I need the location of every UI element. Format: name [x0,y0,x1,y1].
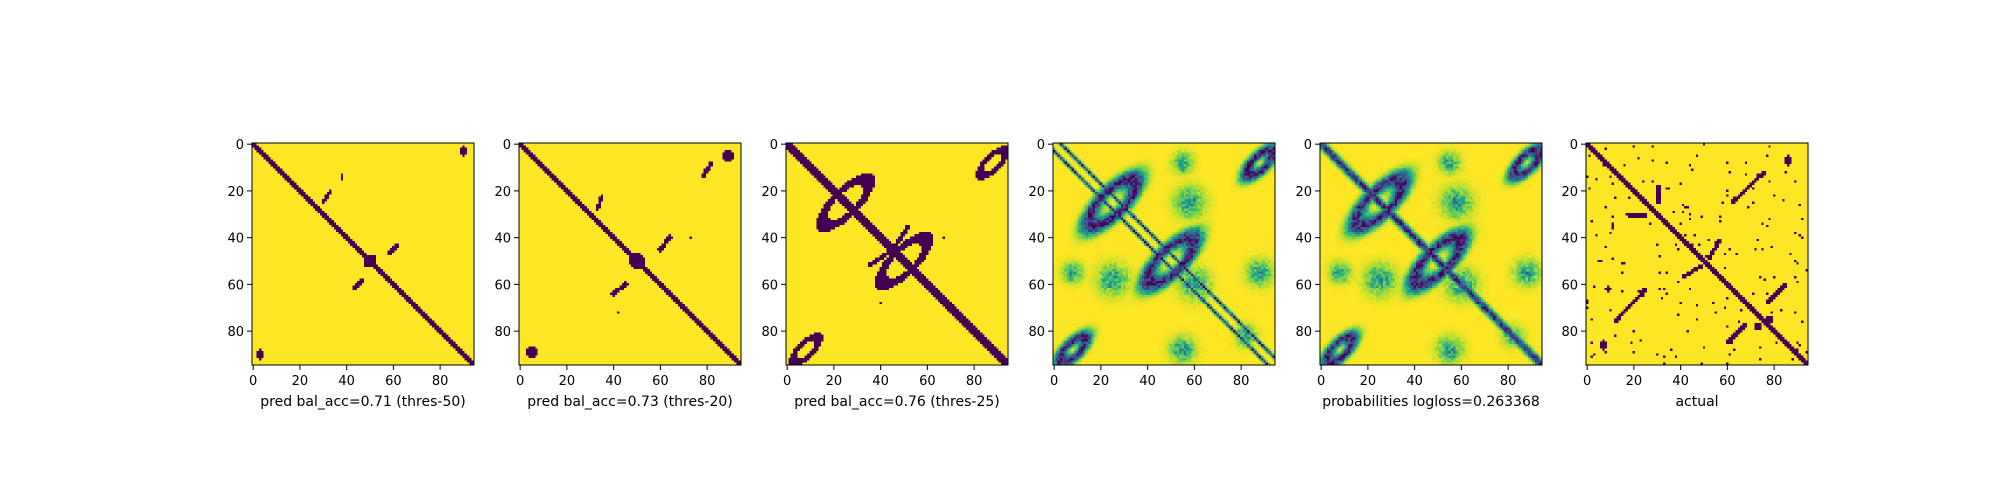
y-tick-label: 80 [1295,325,1312,340]
y-tick-label: 40 [761,232,778,247]
x-tick-label: 80 [1766,374,1783,389]
y-tick-label: 40 [1028,232,1045,247]
x-tick-label: 40 [605,374,622,389]
y-tick-label: 0 [1304,138,1312,153]
y-tick-label: 40 [1295,232,1312,247]
y-tick-label: 0 [1570,138,1578,153]
x-tick-label: 40 [1139,374,1156,389]
x-tick-label: 60 [1186,374,1203,389]
axes-frame [251,142,475,366]
x-tick-label: 20 [1093,374,1110,389]
x-tick-label: 80 [699,374,716,389]
y-tick-label: 60 [1295,278,1312,293]
x-tick-label: 80 [432,374,449,389]
y-tick-label: 20 [1295,185,1312,200]
heatmap-image [786,143,1008,365]
heatmap-panel-4: 0 20 40 60 80 0 20 40 60 80 [1028,138,1276,389]
x-tick-label: 20 [826,374,843,389]
y-tick-label: 80 [1561,325,1578,340]
y-tick-label: 20 [761,185,778,200]
x-tick-label: 0 [516,374,524,389]
x-tick-label: 80 [1233,374,1250,389]
axes-frame [1319,142,1543,366]
heatmap-panel-1: 0 20 40 60 80 0 20 40 60 80 pred bal_acc=0.71 (thr… [227,138,475,410]
x-tick-label: 40 [1406,374,1423,389]
x-tick-label: 20 [292,374,309,389]
x-tick-label: 0 [1050,374,1058,389]
y-tick-label: 20 [494,185,511,200]
heatmap-panel-3: 0 20 40 60 80 0 20 40 60 80 pred bal_acc=0.76 (thr… [761,138,1009,410]
x-tick-label: 20 [559,374,576,389]
y-tick-label: 20 [1028,185,1045,200]
axes-frame [1052,142,1276,366]
panels: 0 20 40 60 80 0 20 40 60 80 pred bal_acc=0.71 (thr… [227,138,1809,410]
x-tick-label: 0 [1583,374,1591,389]
y-tick-label: 40 [227,232,244,247]
x-tick-label: 60 [1719,374,1736,389]
y-tick-label: 80 [227,325,244,340]
y-tick-label: 80 [494,325,511,340]
y-tick-label: 60 [494,278,511,293]
x-axis-label: pred bal_acc=0.71 (thres-50) [260,394,465,410]
y-tick-label: 80 [1028,325,1045,340]
x-tick-label: 0 [783,374,791,389]
y-tick-label: 80 [761,325,778,340]
heatmap-panel-5: 0 20 40 60 80 0 20 40 60 80 probabilities logloss=… [1295,138,1543,410]
heatmap-image [1586,143,1808,365]
y-tick-label: 20 [1561,185,1578,200]
x-tick-label: 0 [249,374,257,389]
heatmap-image [519,143,741,365]
y-tick-label: 0 [236,138,244,153]
y-tick-label: 60 [1561,278,1578,293]
x-axis-label: actual [1675,394,1718,410]
axes-frame [1585,142,1809,366]
heatmap-image [1320,143,1542,365]
y-tick-label: 60 [761,278,778,293]
x-axis-label: pred bal_acc=0.76 (thres-25) [794,394,999,410]
x-tick-label: 60 [1453,374,1470,389]
y-tick-label: 40 [1561,232,1578,247]
x-tick-label: 80 [966,374,983,389]
heatmap-image [252,143,474,365]
x-tick-label: 0 [1317,374,1325,389]
x-tick-label: 80 [1500,374,1517,389]
y-tick-label: 0 [770,138,778,153]
axes-frame [785,142,1009,366]
y-tick-label: 40 [494,232,511,247]
y-tick-label: 60 [1028,278,1045,293]
heatmap-image [1053,143,1275,365]
x-tick-label: 20 [1360,374,1377,389]
y-tick-label: 20 [227,185,244,200]
axes-frame [518,142,742,366]
x-axis-label: pred bal_acc=0.73 (thres-20) [527,394,732,410]
x-axis-label: probabilities logloss=0.263368 [1322,394,1540,410]
x-tick-label: 60 [919,374,936,389]
x-tick-label: 20 [1626,374,1643,389]
x-tick-label: 40 [1672,374,1689,389]
x-tick-label: 60 [385,374,402,389]
y-tick-label: 0 [503,138,511,153]
y-tick-label: 0 [1037,138,1045,153]
heatmap-panel-2: 0 20 40 60 80 0 20 40 60 80 pred bal_acc=0.73 (thr… [494,138,742,410]
x-tick-label: 40 [872,374,889,389]
x-tick-label: 40 [338,374,355,389]
heatmap-panel-6: 0 20 40 60 80 0 20 40 60 80 actual [1561,138,1809,410]
x-tick-label: 60 [652,374,669,389]
y-tick-label: 60 [227,278,244,293]
